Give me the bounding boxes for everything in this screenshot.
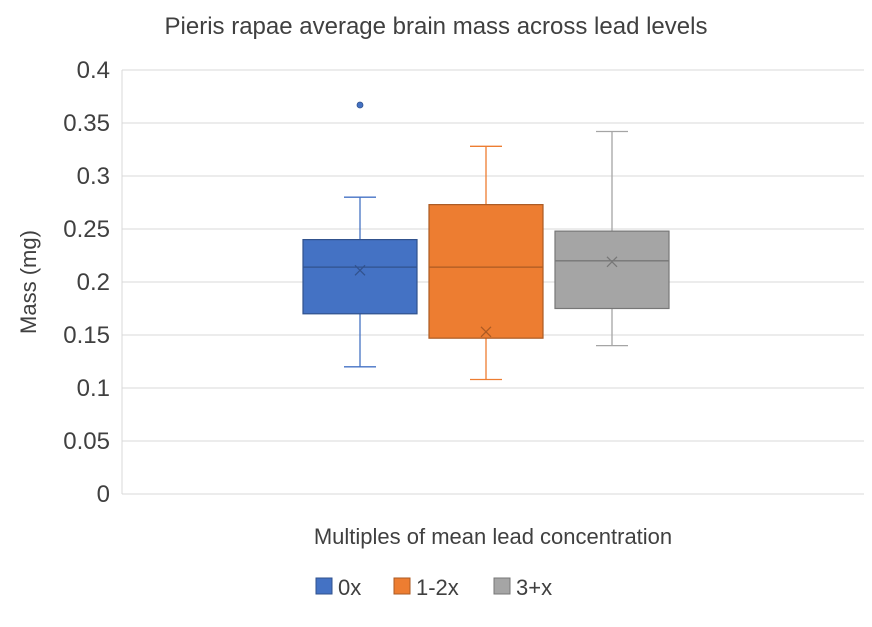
y-tick-label: 0.4 [77,57,110,84]
y-tick-label: 0.1 [77,375,110,402]
mean-marker [354,264,366,276]
legend-label: 0x [338,575,361,600]
legend-item-1-2x: 1-2x [393,575,459,600]
box-body [554,230,670,310]
box-body [428,204,544,339]
chart-title: Pieris rapae average brain mass across l… [165,13,708,40]
mean-marker [606,256,618,268]
y-tick-label: 0.25 [63,216,110,243]
mean-marker [480,326,492,338]
y-axis-ticks: 0 0.05 0.1 0.15 0.2 0.25 0.3 0.35 0.4 [63,57,110,508]
box-3+x [554,130,670,347]
box-1-2x [428,145,544,381]
legend-item-0x: 0x [315,575,361,600]
outlier-point [356,101,364,109]
y-tick-label: 0 [97,481,110,508]
y-tick-label: 0.35 [63,110,110,137]
legend-swatch [315,577,333,595]
legend-label: 1-2x [416,575,459,600]
box-0x [302,101,418,368]
legend-label: 3+x [516,575,552,600]
legend: 0x 1-2x 3+x [315,575,552,600]
legend-item-3+x: 3+x [493,575,552,600]
y-tick-label: 0.3 [77,163,110,190]
y-axis-label: Mass (mg) [16,230,41,334]
x-axis-label: Multiples of mean lead concentration [314,524,672,549]
box-series [302,101,670,381]
y-tick-label: 0.15 [63,322,110,349]
y-tick-label: 0.05 [63,428,110,455]
y-tick-label: 0.2 [77,269,110,296]
legend-swatch [393,577,411,595]
box-body [302,239,418,315]
legend-swatch [493,577,511,595]
